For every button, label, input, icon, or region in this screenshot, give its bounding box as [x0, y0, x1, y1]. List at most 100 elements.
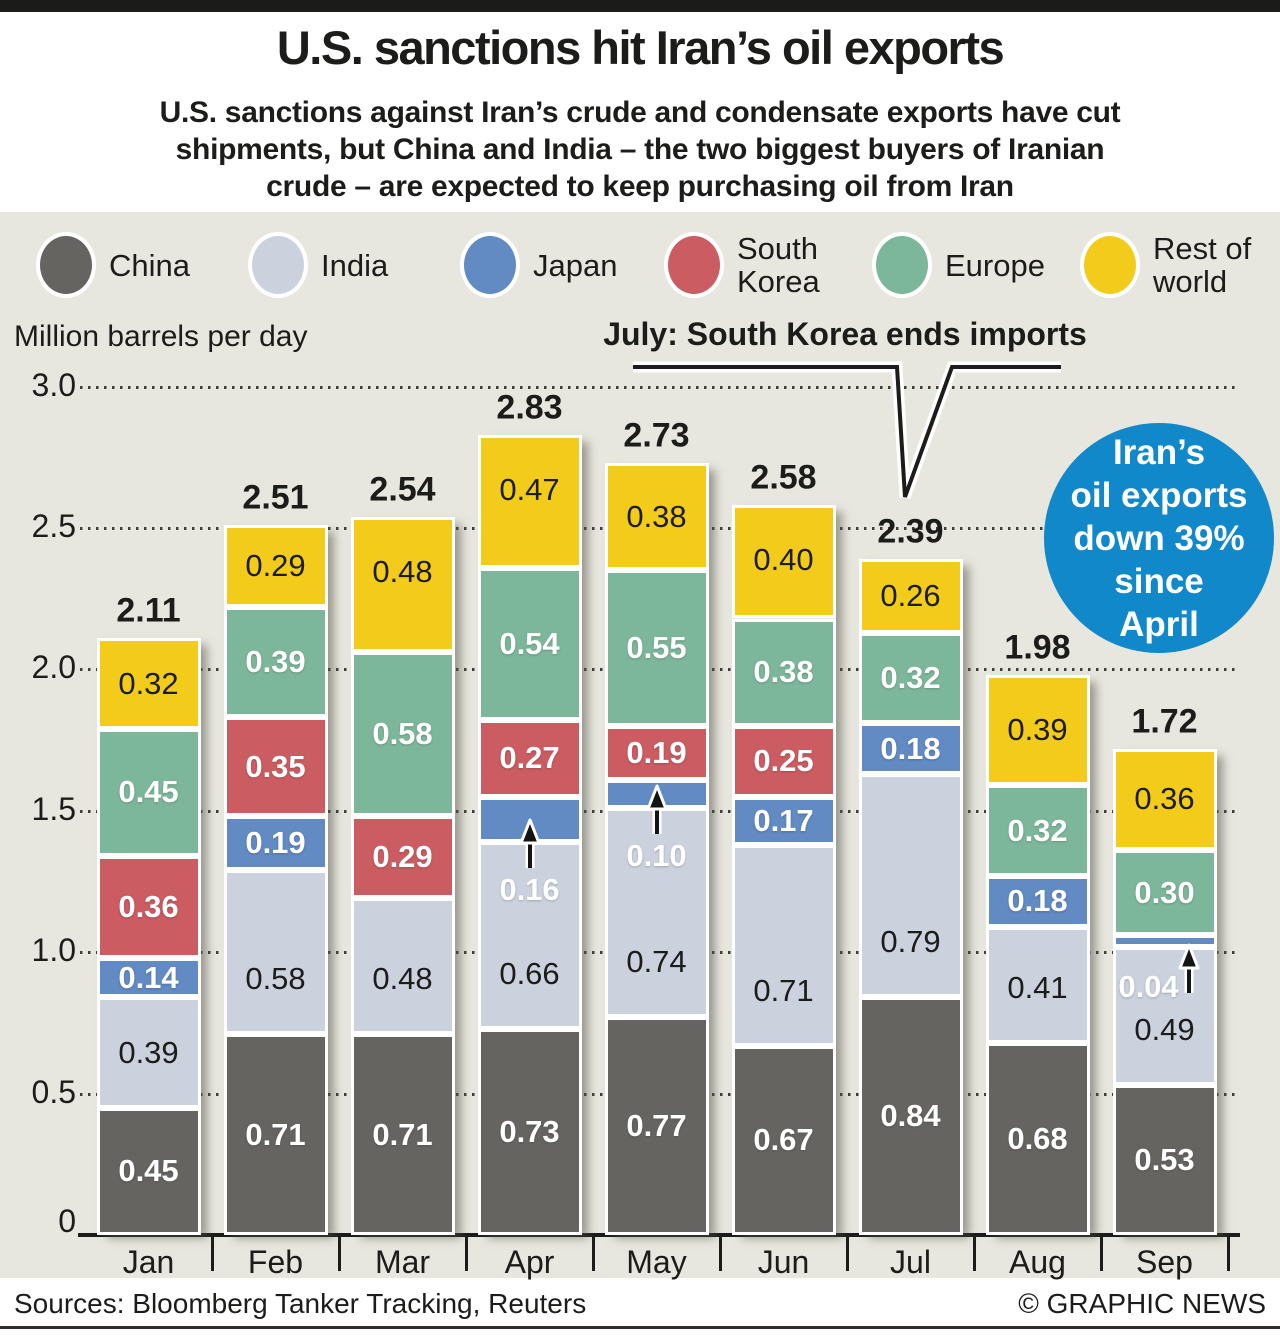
- month-tick: [465, 1237, 468, 1271]
- legend-label-europe: Europe: [945, 249, 1045, 282]
- legend-label-line: Korea: [737, 264, 820, 299]
- legend-swatch-india-icon: [248, 232, 308, 298]
- segment-japan: [96, 957, 201, 998]
- month-label-jun: Jun: [757, 1244, 810, 1280]
- segment-value-rest_of_world: 0.40: [753, 542, 814, 578]
- legend-label-rest_of_world: Rest of world: [1153, 232, 1251, 298]
- segment-value-japan: 0.04: [1118, 968, 1179, 1004]
- bar-total-jul: 2.39: [877, 512, 944, 551]
- y-axis-unit-label: Million barrels per day: [14, 320, 308, 353]
- segment-value-europe: 0.38: [753, 654, 814, 690]
- segment-value-rest_of_world: 0.39: [1007, 712, 1068, 748]
- y-tick-label-3.0: 3.0: [31, 366, 76, 403]
- legend-label-china: China: [109, 249, 190, 282]
- segment-india: [1112, 946, 1217, 1086]
- segment-india: [477, 841, 582, 1029]
- segment-value-china: 0.45: [118, 1153, 179, 1189]
- segment-europe: [1112, 850, 1217, 936]
- segment-value-south_korea: 0.29: [372, 839, 433, 875]
- legend-item-south_korea: South Korea: [664, 232, 820, 298]
- footer-credit: © GRAPHIC NEWS: [1018, 1288, 1266, 1319]
- legend-label-line: Japan: [533, 247, 618, 283]
- segment-value-japan: 0.19: [245, 825, 306, 861]
- segment-value-europe: 0.30: [1134, 874, 1195, 910]
- segment-south_korea: [477, 720, 582, 797]
- bar-total-sep: 1.72: [1131, 702, 1198, 741]
- segment-south_korea: [604, 725, 709, 780]
- legend-label-japan: Japan: [533, 249, 617, 282]
- month-label-jan: Jan: [122, 1244, 175, 1280]
- legend-item-europe: Europe: [872, 232, 1045, 298]
- y-tick-label-2.5: 2.5: [31, 508, 76, 544]
- segment-rest_of_world: [477, 434, 582, 568]
- segment-south_korea: [96, 856, 201, 958]
- segment-value-europe: 0.32: [880, 659, 941, 695]
- segment-value-rest_of_world: 0.47: [499, 471, 560, 507]
- legend-swatch-south_korea-icon: [664, 232, 724, 298]
- month-label-sep: Sep: [1136, 1244, 1193, 1280]
- segment-value-south_korea: 0.25: [753, 743, 814, 779]
- segment-europe: [350, 652, 455, 817]
- segment-japan: [223, 816, 328, 871]
- month-label-apr: Apr: [504, 1244, 555, 1280]
- month-label-mar: Mar: [374, 1244, 431, 1280]
- month-tick: [719, 1237, 722, 1271]
- segment-value-japan: 0.14: [118, 959, 179, 995]
- segment-value-china: 0.73: [499, 1113, 560, 1149]
- segment-value-japan: 0.10: [626, 837, 687, 873]
- legend-item-china: China: [36, 232, 190, 298]
- segment-value-japan: 0.16: [499, 871, 560, 907]
- gridline-3.0: [80, 385, 1240, 389]
- segment-value-rest_of_world: 0.48: [372, 553, 433, 589]
- segment-value-india: 0.39: [118, 1034, 179, 1070]
- month-tick: [973, 1237, 976, 1271]
- segment-rest_of_world: [858, 559, 963, 633]
- month-tick: [846, 1237, 849, 1271]
- segment-value-japan: 0.17: [753, 802, 814, 838]
- segment-value-india: 0.71: [753, 972, 814, 1008]
- month-tick: [338, 1237, 341, 1271]
- segment-value-china: 0.53: [1134, 1142, 1195, 1178]
- segment-china: [350, 1034, 455, 1235]
- y-tick-label-0.5: 0.5: [31, 1073, 76, 1110]
- legend-item-india: India: [248, 232, 388, 298]
- bar-total-jan: 2.11: [116, 591, 181, 630]
- legend-label-line: world: [1153, 264, 1228, 299]
- bar-jun: [731, 505, 836, 1235]
- segment-value-europe: 0.32: [1007, 812, 1068, 848]
- legend-swatch-japan-icon: [460, 232, 520, 298]
- bar-jan: [96, 638, 201, 1235]
- segment-europe: [985, 785, 1090, 876]
- bar-total-jun: 2.58: [750, 458, 817, 497]
- page-title: U.S. sanctions hit Iran’s oil exports: [276, 21, 1005, 74]
- bar-mar: [350, 516, 455, 1235]
- y-tick-label-0: 0: [58, 1203, 76, 1239]
- segment-value-india: 0.74: [626, 944, 687, 980]
- segment-rest_of_world: [223, 525, 328, 608]
- bar-total-may: 2.73: [623, 416, 690, 455]
- legend-label-india: India: [321, 249, 388, 282]
- segment-india: [96, 997, 201, 1108]
- legend-swatch-rest_of_world-icon: [1080, 232, 1140, 298]
- bar-aug: [985, 675, 1090, 1235]
- segment-value-south_korea: 0.35: [245, 748, 306, 784]
- legend-label-south_korea: South Korea: [737, 232, 820, 298]
- segment-europe: [477, 567, 582, 721]
- segment-south_korea: [223, 717, 328, 817]
- segment-value-rest_of_world: 0.29: [245, 548, 306, 584]
- badge-line: April: [1119, 604, 1199, 644]
- segment-south_korea: [350, 816, 455, 899]
- segment-value-rest_of_world: 0.38: [626, 498, 687, 534]
- bar-total-mar: 2.54: [369, 470, 436, 509]
- y-tick-label-1.0: 1.0: [31, 932, 76, 969]
- y-tick-label-1.5: 1.5: [31, 790, 76, 827]
- segment-europe: [223, 607, 328, 718]
- segment-europe: [96, 728, 201, 857]
- month-tick: [1100, 1237, 1103, 1271]
- segment-value-china: 0.68: [1007, 1120, 1068, 1156]
- bar-apr: [477, 434, 582, 1235]
- segment-value-india: 0.66: [499, 955, 560, 991]
- increase-arrow-icon: [1176, 943, 1202, 1000]
- segment-value-india: 0.41: [1007, 969, 1068, 1005]
